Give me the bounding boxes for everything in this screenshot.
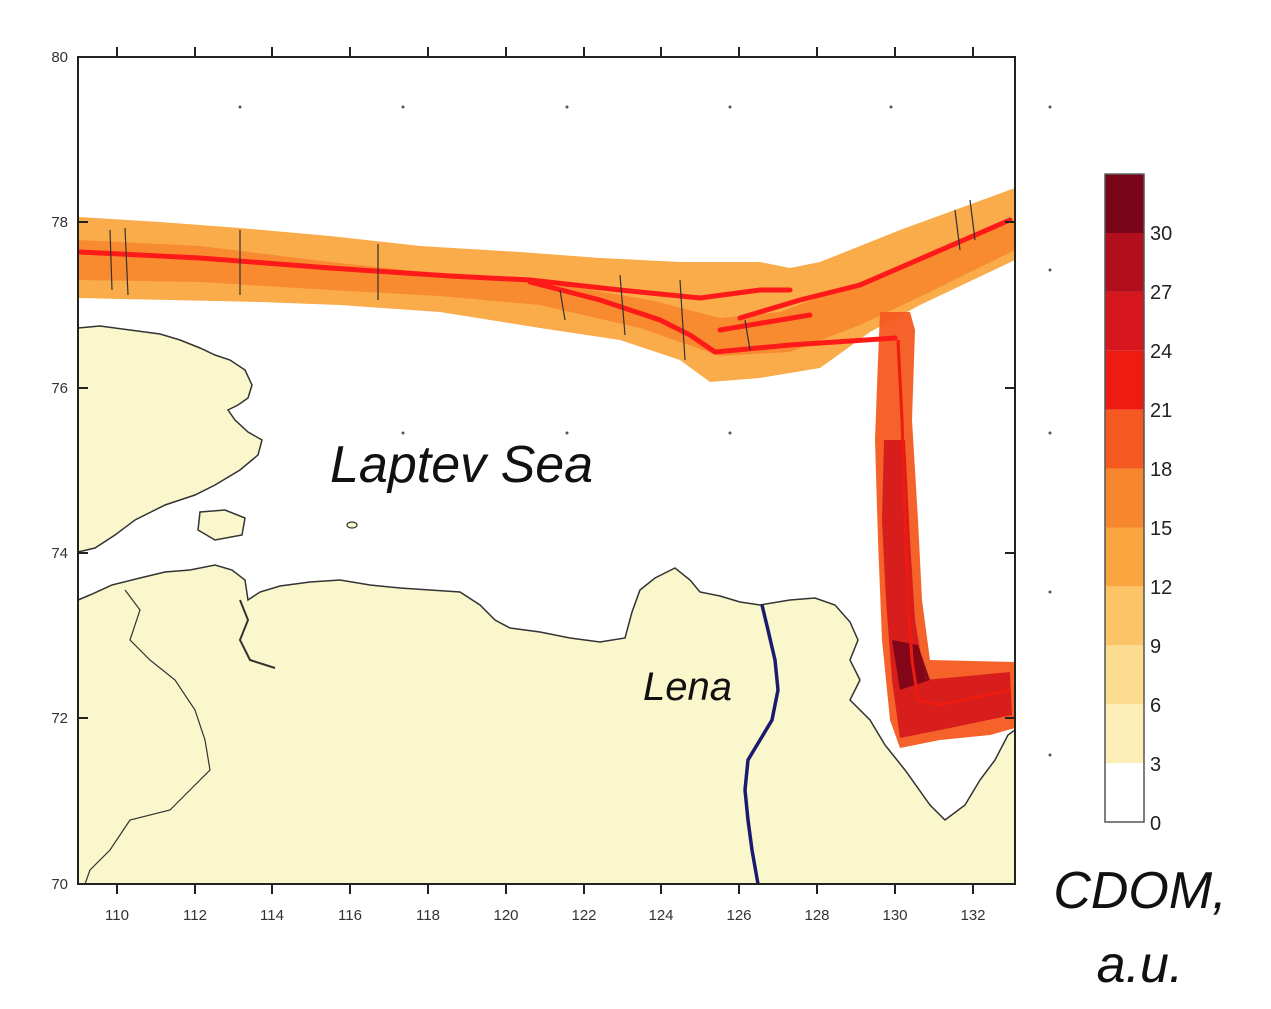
colorbar-bin — [1105, 409, 1144, 469]
x-tick-label: 120 — [493, 907, 518, 924]
colorbar-border — [1104, 173, 1145, 823]
x-tick-label: 118 — [416, 907, 440, 924]
contour-lines — [109, 199, 976, 361]
x-axis: 110 112 114 116 118 120 122 124 126 128 … — [105, 47, 986, 924]
y-tick-label: 72 — [51, 710, 68, 727]
x-tick-label: 126 — [726, 907, 751, 924]
colorbar-bin — [1105, 291, 1144, 351]
colorbar-label: 27 — [1150, 282, 1172, 304]
colorbar-bin — [1105, 350, 1144, 410]
colorbar-title-line1: CDOM, — [1053, 862, 1226, 920]
colorbar-bin — [1105, 763, 1144, 822]
map-border — [77, 56, 1016, 885]
colorbar-bin — [1105, 174, 1144, 233]
inland-boundary-west — [84, 589, 211, 885]
land-mass-northwest — [77, 325, 263, 553]
colorbar-bin — [1105, 233, 1144, 292]
cdom-band-north-inner — [78, 222, 1015, 356]
colorbar-label: 15 — [1150, 518, 1172, 540]
x-tick-label: 112 — [183, 907, 207, 924]
colorbar-bin — [1105, 704, 1144, 764]
y-tick-label: 78 — [51, 214, 68, 231]
x-tick-label: 132 — [960, 907, 985, 924]
island-small — [346, 521, 358, 529]
colorbar-label: 3 — [1150, 754, 1161, 776]
x-tick-label: 128 — [804, 907, 829, 924]
island-west — [197, 509, 246, 541]
x-tick-label: 110 — [105, 907, 129, 924]
y-axis: 80 78 76 74 72 70 — [51, 49, 1015, 893]
river-label: Lena — [643, 665, 732, 709]
x-tick-label: 122 — [571, 907, 596, 924]
colorbar-title-line2: a.u. — [1097, 936, 1184, 994]
land-mass-south — [77, 564, 1016, 885]
cdom-hotspot — [892, 640, 930, 690]
y-tick-label: 80 — [51, 49, 68, 66]
x-tick-label: 116 — [338, 907, 362, 924]
colorbar-bin — [1105, 468, 1144, 528]
ship-track-south — [896, 339, 1011, 707]
coast-inlet — [238, 599, 276, 669]
colorbar-label: 12 — [1150, 577, 1172, 599]
colorbar-labels: 30 27 24 21 18 15 12 9 6 3 0 — [1150, 223, 1172, 835]
grid-dots — [238, 105, 1052, 757]
colorbar-label: 9 — [1150, 636, 1161, 658]
ship-track — [77, 217, 1013, 355]
sea-label: Laptev Sea — [330, 436, 593, 494]
colorbar-label: 0 — [1150, 813, 1161, 835]
colorbar-label: 24 — [1150, 341, 1172, 363]
x-tick-label: 114 — [260, 907, 284, 924]
colorbar-bin — [1105, 586, 1144, 646]
map-area — [77, 105, 1052, 885]
colorbar-label: 6 — [1150, 695, 1161, 717]
x-tick-label: 130 — [882, 907, 907, 924]
x-tick-label: 124 — [648, 907, 673, 924]
y-tick-label: 76 — [51, 380, 68, 397]
colorbar-bin — [1105, 645, 1144, 705]
colorbar-label: 21 — [1150, 400, 1172, 422]
lena-river — [743, 604, 780, 885]
colorbar — [1104, 173, 1145, 823]
y-tick-label: 70 — [51, 876, 68, 893]
y-tick-label: 74 — [51, 545, 68, 562]
colorbar-label: 30 — [1150, 223, 1172, 245]
colorbar-bin — [1105, 527, 1144, 587]
colorbar-label: 18 — [1150, 459, 1172, 481]
